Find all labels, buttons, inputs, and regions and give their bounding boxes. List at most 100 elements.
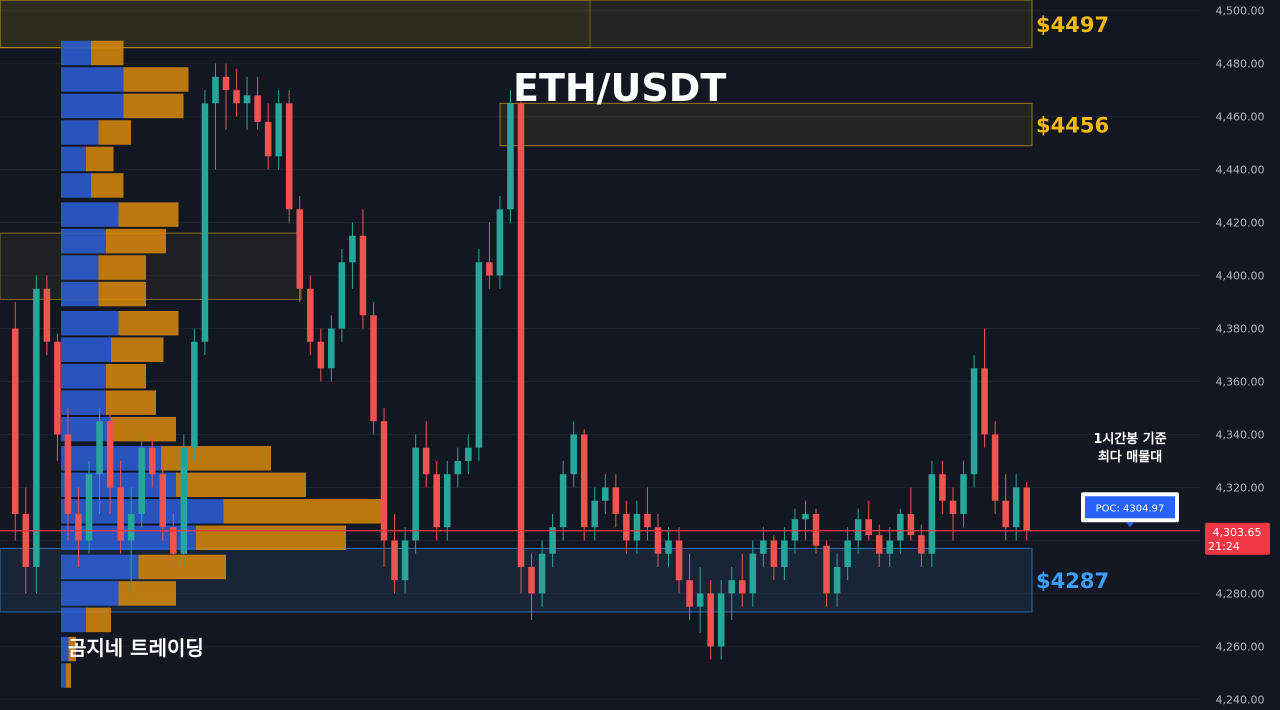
candle-body-down — [486, 262, 493, 276]
volume-bar-up — [61, 607, 86, 633]
candle-body-down — [949, 500, 957, 514]
volume-bar-up — [61, 146, 86, 172]
candle-body-up — [338, 262, 346, 329]
candle-body-up — [749, 553, 757, 594]
candle-body-down — [654, 527, 662, 554]
candle-body-down — [64, 434, 72, 514]
volume-bar-down — [123, 93, 184, 119]
candle-body-down — [707, 593, 714, 647]
candle-body-down — [738, 580, 746, 594]
candle-body-up — [201, 103, 209, 342]
candle-body-down — [391, 540, 398, 581]
candle-body-down — [22, 513, 30, 567]
candle-body-up — [33, 288, 40, 567]
volume-bar-down — [118, 202, 179, 227]
volume-bar-down — [98, 255, 146, 280]
candle-body-up — [85, 474, 93, 541]
volume-bar-up — [61, 554, 139, 580]
y-tick-label: 4,480.00 — [1216, 58, 1265, 71]
candle-body-down — [1002, 500, 1009, 528]
volume-bar-down — [223, 499, 384, 524]
candle-body-up — [717, 593, 725, 647]
candle-body-up — [538, 553, 546, 594]
candle-body-down — [939, 474, 946, 501]
volume-bar-down — [196, 525, 346, 551]
candle-body-down — [359, 235, 367, 316]
candle-body-down — [43, 288, 51, 342]
candle-body-up — [802, 513, 809, 520]
volume-bar-down — [111, 337, 164, 362]
volume-bar-down — [138, 554, 226, 580]
zone-label: $4287 — [1036, 569, 1109, 593]
candle-body-up — [833, 566, 841, 594]
candle-body-up — [191, 341, 198, 448]
candle-body-down — [981, 368, 988, 435]
volume-bar-down — [106, 390, 156, 415]
candle-body-up — [127, 513, 135, 541]
candle-body-up — [1012, 487, 1020, 528]
volume-bar-down — [106, 363, 146, 389]
zone-box — [0, 0, 591, 49]
candle-body-down — [285, 103, 293, 210]
volume-bar-up — [61, 581, 119, 606]
candle-body-down — [907, 513, 915, 536]
candle-body-up — [791, 519, 799, 541]
candle-body-up — [728, 580, 735, 594]
volume-bar-down — [91, 40, 124, 66]
volume-profile — [61, 40, 384, 688]
y-tick-label: 4,340.00 — [1216, 428, 1265, 441]
candle-body-down — [1023, 487, 1030, 531]
candle-body-up — [465, 447, 472, 461]
volume-bar-up — [61, 173, 91, 198]
candle-body-up — [454, 460, 462, 475]
volume-bar-up — [61, 310, 119, 336]
current-price-tag — [1205, 522, 1270, 555]
y-tick-label: 4,380.00 — [1216, 323, 1265, 336]
candle-body-up — [696, 593, 704, 607]
candle-body-up — [180, 447, 188, 554]
y-tick-label: 4,260.00 — [1216, 640, 1265, 653]
y-tick-label: 4,320.00 — [1216, 481, 1265, 494]
candle-body-up — [549, 527, 556, 554]
candle-body-down — [675, 540, 683, 581]
candle-body-up — [212, 76, 219, 104]
y-tick-label: 4,400.00 — [1216, 270, 1265, 283]
candle-body-down — [770, 540, 778, 567]
zone-label: $4497 — [1036, 13, 1109, 37]
countdown-label: 21:24 — [1208, 540, 1240, 553]
price-axis[interactable]: 4,500.00 4,480.00 4,460.00 4,440.00 4,420.00… — [1200, 0, 1280, 710]
candle-body-down — [148, 447, 156, 475]
volume-bar-up — [61, 93, 124, 119]
volume-bar-up — [61, 390, 106, 415]
volume-bar-up — [61, 281, 99, 307]
candle-body-up — [475, 262, 483, 448]
y-tick-label: 4,500.00 — [1216, 5, 1265, 18]
candle-body-up — [507, 103, 514, 210]
poc-label: POC: 4304.97 — [1096, 503, 1165, 514]
candle-body-up — [591, 500, 599, 528]
volume-bar-down — [118, 310, 179, 336]
candle-body-up — [928, 474, 936, 554]
candle-body-down — [254, 95, 261, 122]
current-price-label: 4,303.65 — [1213, 526, 1262, 539]
candle-body-down — [75, 513, 82, 541]
poc-pointer — [1126, 522, 1134, 528]
volume-bar-down — [98, 281, 146, 307]
candle-body-down — [875, 535, 883, 554]
axis-background — [1200, 0, 1280, 710]
candle-body-down — [106, 421, 114, 488]
candle-body-up — [886, 540, 894, 554]
chart-overlay: POC: 4304.97 — [0, 492, 1200, 532]
candle-body-up — [496, 209, 504, 276]
candle-body-down — [433, 474, 440, 528]
candle-body-down — [865, 519, 872, 536]
candle-body-up — [844, 540, 851, 567]
candle-body-up — [970, 368, 978, 475]
candle-body-down — [528, 566, 535, 594]
volume-bar-down — [98, 120, 131, 145]
candle-body-down — [233, 90, 240, 104]
candle-body-down — [170, 527, 177, 554]
volume-bar-down — [86, 146, 114, 172]
candle-body-up — [443, 474, 451, 528]
